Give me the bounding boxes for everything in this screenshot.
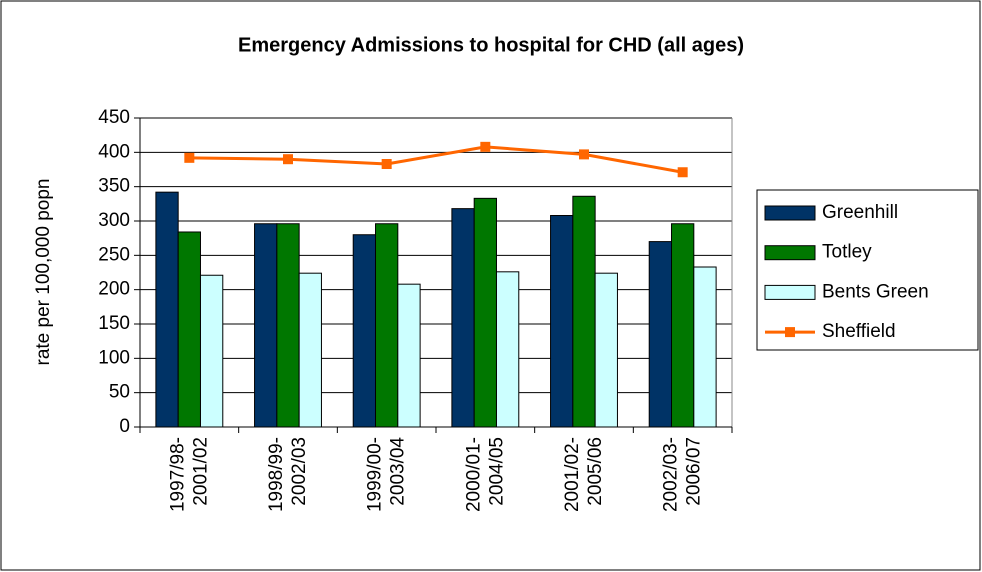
bar (473, 197, 497, 428)
x-tick-label: 1997/98- (167, 437, 188, 512)
bar (298, 272, 322, 428)
bar (671, 223, 695, 428)
x-tick-label: 1999/00- (365, 437, 386, 512)
bar (352, 234, 377, 428)
x-tick-label: 2005/06 (585, 437, 606, 506)
y-tick-label: 250 (98, 244, 130, 265)
bar (177, 231, 201, 428)
x-tick-label: 2000/01- (463, 437, 484, 512)
bar (572, 195, 596, 428)
x-tick-label: 2002/03 (289, 437, 310, 506)
x-tick-label: 1998/99- (266, 437, 287, 512)
y-tick-label: 300 (98, 210, 130, 231)
bar (495, 271, 520, 428)
bar (155, 191, 179, 428)
x-tick-label: 2003/04 (388, 437, 409, 506)
legend-swatch (764, 284, 816, 300)
marker (381, 159, 392, 170)
marker (480, 141, 491, 152)
marker (677, 167, 688, 178)
x-tick-label: 2001/02- (562, 437, 583, 512)
bar (199, 274, 224, 428)
legend-swatch (764, 245, 816, 261)
x-tick-label: 2002/03- (661, 437, 682, 512)
x-tick-label: 2001/02 (190, 437, 211, 506)
bar (550, 215, 574, 428)
bar (594, 272, 618, 428)
bar (397, 283, 421, 428)
y-tick-label: 100 (98, 347, 130, 368)
y-tick-label: 400 (98, 141, 130, 162)
y-axis-label: rate per 100,000 popn (33, 179, 54, 366)
y-tick-label: 450 (98, 107, 130, 128)
legend-label: Bents Green (822, 281, 929, 302)
marker (283, 154, 293, 165)
bar (375, 223, 399, 428)
x-tick-label: 2004/05 (486, 437, 507, 506)
bar (254, 223, 278, 428)
marker (184, 152, 195, 163)
bar (451, 208, 475, 428)
legend-label: Totley (822, 242, 872, 263)
legend-label: Sheffield (822, 321, 896, 342)
line (189, 145, 683, 174)
bar (648, 241, 673, 428)
y-tick-label: 0 (119, 416, 130, 437)
y-tick-label: 200 (98, 279, 130, 300)
x-tick-label: 2006/07 (684, 437, 705, 506)
y-tick-label: 350 (98, 176, 130, 197)
legend-swatch (764, 205, 816, 221)
bar (693, 266, 717, 428)
legend-label: Greenhill (822, 202, 898, 223)
chart-title: Emergency Admissions to hospital for CHD… (238, 34, 744, 56)
bar (276, 223, 300, 428)
y-tick-label: 50 (109, 382, 130, 403)
y-tick-label: 150 (98, 313, 130, 334)
legend-marker (785, 327, 795, 338)
marker (579, 149, 589, 160)
